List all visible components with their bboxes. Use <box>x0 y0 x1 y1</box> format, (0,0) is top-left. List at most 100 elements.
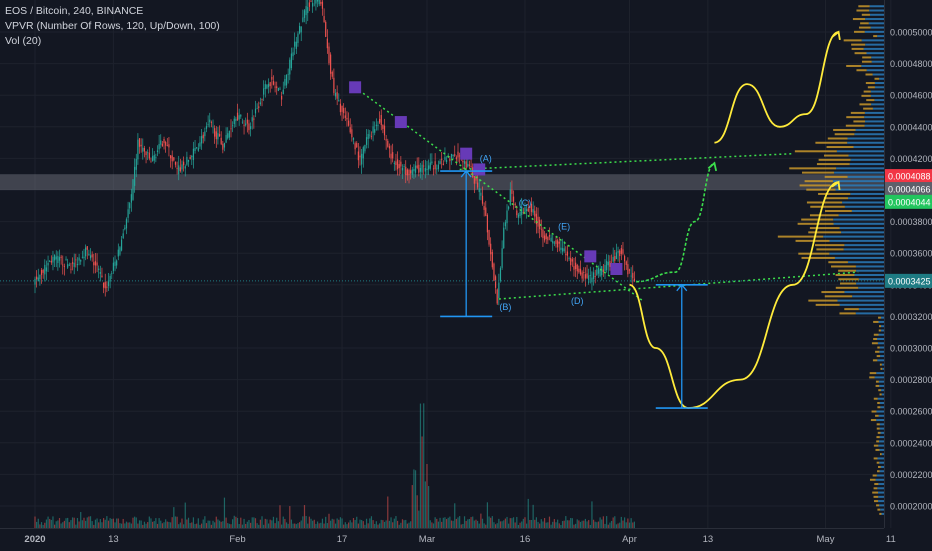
projection-arrowhead <box>831 180 841 191</box>
vp-row-up <box>879 401 884 404</box>
vp-row-down <box>789 167 837 170</box>
candle-body <box>99 272 101 274</box>
vp-row-up <box>876 410 884 413</box>
vpvr-indicator-label[interactable]: VPVR (Number Of Rows, 120, Up/Down, 100) <box>5 20 220 32</box>
volume-bar <box>93 524 95 528</box>
volume-bar <box>212 520 214 528</box>
vp-row-up <box>878 495 884 498</box>
vp-row-up <box>880 431 884 434</box>
volume-bar <box>271 520 273 528</box>
vp-row-down <box>873 495 879 498</box>
vp-row-down <box>878 465 881 468</box>
volume-bar <box>217 519 219 528</box>
price-axis: 0.0005000 0.0004800 0.0004600 0.0004400 0.00… <box>885 28 932 512</box>
volume-bar <box>130 523 132 528</box>
projection-path <box>629 181 839 409</box>
vp-row-down <box>878 316 881 319</box>
volume-bar <box>401 519 404 528</box>
volume-bar <box>81 520 83 528</box>
vp-row-down <box>879 325 881 328</box>
volume-bars <box>34 403 636 528</box>
volume-bar <box>302 516 304 528</box>
volume-bar <box>398 524 400 528</box>
vp-row-down <box>877 401 880 404</box>
price-tick-label: 0.0004400 <box>890 122 932 132</box>
vp-row-down <box>858 26 871 29</box>
candle-body <box>361 153 363 165</box>
volume-bar <box>396 520 399 528</box>
volume-bar <box>313 519 315 528</box>
candle-body <box>537 216 539 227</box>
volume-bar <box>47 516 49 528</box>
vp-row-down <box>875 414 879 417</box>
vp-row-up <box>876 474 884 477</box>
candle-body <box>298 26 301 34</box>
candle-body <box>521 206 523 215</box>
vp-row-down <box>869 376 875 379</box>
volume-bar <box>369 518 371 528</box>
volume-bar <box>202 519 204 528</box>
candle-body <box>254 108 257 114</box>
volume-bar <box>225 517 227 528</box>
candle-body <box>112 262 114 271</box>
vp-row-up <box>866 69 884 72</box>
candle-body <box>547 236 549 241</box>
candle-body <box>292 52 294 57</box>
candle-body <box>326 38 328 49</box>
volume-bar <box>558 523 560 528</box>
vp-row-down <box>852 18 866 21</box>
candle-body <box>560 247 562 250</box>
volume-bar <box>246 521 248 528</box>
candle-body <box>579 268 582 275</box>
candle-body <box>85 247 87 257</box>
candle-body <box>553 242 555 244</box>
vp-row-up <box>878 500 884 503</box>
time-scale-panel[interactable] <box>0 528 884 551</box>
candle-body <box>267 83 270 88</box>
symbol-title[interactable]: EOS / Bitcoin, 240, BINANCE <box>5 5 144 17</box>
candle-body <box>148 152 150 159</box>
vp-row-down <box>877 508 881 511</box>
pivot-marker <box>584 250 597 263</box>
price-tick-label: 0.0002600 <box>890 407 932 417</box>
vp-row-down <box>878 389 881 392</box>
volume-bar <box>40 522 43 528</box>
volume-bar <box>527 498 529 528</box>
volume-bar <box>258 524 260 528</box>
volume-bar <box>452 520 454 528</box>
vp-row-up <box>848 154 884 157</box>
volume-bar <box>442 517 444 528</box>
candle-body <box>284 79 286 86</box>
volume-bar <box>617 523 619 528</box>
volume-bar <box>414 470 417 528</box>
price-scale-panel[interactable] <box>884 0 932 528</box>
candle-body <box>312 3 314 7</box>
projection-path <box>714 31 839 144</box>
vp-row-up <box>858 308 884 311</box>
volume-bar <box>91 521 93 528</box>
candle-body <box>294 41 296 47</box>
vp-row-down <box>869 478 876 481</box>
vp-row-up <box>854 133 884 136</box>
volume-bar <box>589 524 591 528</box>
volume-bar <box>263 524 265 528</box>
volume-bar <box>581 520 583 528</box>
vp-row-down <box>877 470 880 473</box>
candle-body <box>138 138 141 147</box>
candle-body <box>272 81 275 85</box>
vp-row-up <box>879 423 884 426</box>
candle-body <box>232 125 234 127</box>
price-tag <box>885 273 932 288</box>
volume-bar <box>462 523 464 528</box>
candle-body <box>215 131 217 140</box>
volume-bar <box>620 516 622 528</box>
candle-body <box>441 158 443 160</box>
volume-indicator-label[interactable]: Vol (20) <box>5 35 42 47</box>
candle-body <box>511 189 513 194</box>
vp-row-up <box>842 201 884 204</box>
candle-body <box>249 126 252 129</box>
volume-bar <box>481 518 484 528</box>
vp-row-up <box>872 73 884 76</box>
candle-body <box>405 166 407 176</box>
